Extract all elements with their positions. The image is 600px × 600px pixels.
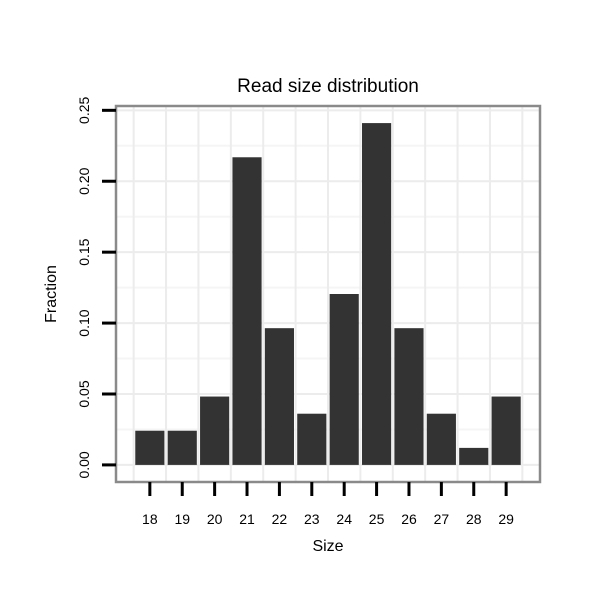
bar-size-20 [200, 396, 230, 465]
panel-border [114, 104, 542, 484]
bar-size-18 [135, 430, 165, 465]
x-axis-ticks [148, 482, 508, 496]
y-tick-label: 0.05 [76, 380, 92, 407]
x-tick-label: 19 [174, 511, 190, 527]
bar-size-29 [491, 396, 521, 465]
bar-size-22 [264, 328, 294, 465]
x-tick-label: 22 [272, 511, 288, 527]
x-tick-label: 24 [336, 511, 352, 527]
x-tick-label: 20 [207, 511, 223, 527]
chart-title: Read size distribution [237, 76, 419, 97]
bar-size-27 [426, 413, 456, 465]
x-tick-label: 29 [498, 511, 514, 527]
bar-size-26 [394, 328, 424, 465]
y-tick-label: 0.10 [76, 309, 92, 336]
y-axis-label: Fraction [43, 265, 60, 323]
bar-size-25 [362, 123, 392, 465]
x-tick-label: 27 [434, 511, 450, 527]
y-tick-label: 0.20 [76, 167, 92, 194]
x-axis-tick-labels: 18 19 20 21 22 23 24 25 26 27 28 29 [142, 511, 514, 527]
x-tick-label: 18 [142, 511, 158, 527]
gridlines-minor [116, 106, 540, 482]
bar-size-21 [232, 157, 262, 465]
bar-size-19 [167, 430, 197, 465]
y-axis-ticks [102, 108, 116, 467]
y-tick-label: 0.15 [76, 238, 92, 265]
bar-size-28 [459, 447, 489, 465]
y-tick-label: 0.25 [76, 96, 92, 123]
x-tick-label: 28 [466, 511, 482, 527]
bar-size-24 [329, 294, 359, 465]
bar-size-23 [297, 413, 327, 465]
x-tick-label: 25 [369, 511, 385, 527]
y-axis-tick-labels: 0.00 0.05 0.10 0.15 0.20 0.25 [76, 96, 92, 478]
x-tick-label: 21 [239, 511, 255, 527]
y-tick-label: 0.00 [76, 451, 92, 478]
x-axis-label: Size [312, 538, 343, 555]
bars [135, 123, 521, 465]
x-tick-label: 26 [401, 511, 417, 527]
x-tick-label: 23 [304, 511, 320, 527]
